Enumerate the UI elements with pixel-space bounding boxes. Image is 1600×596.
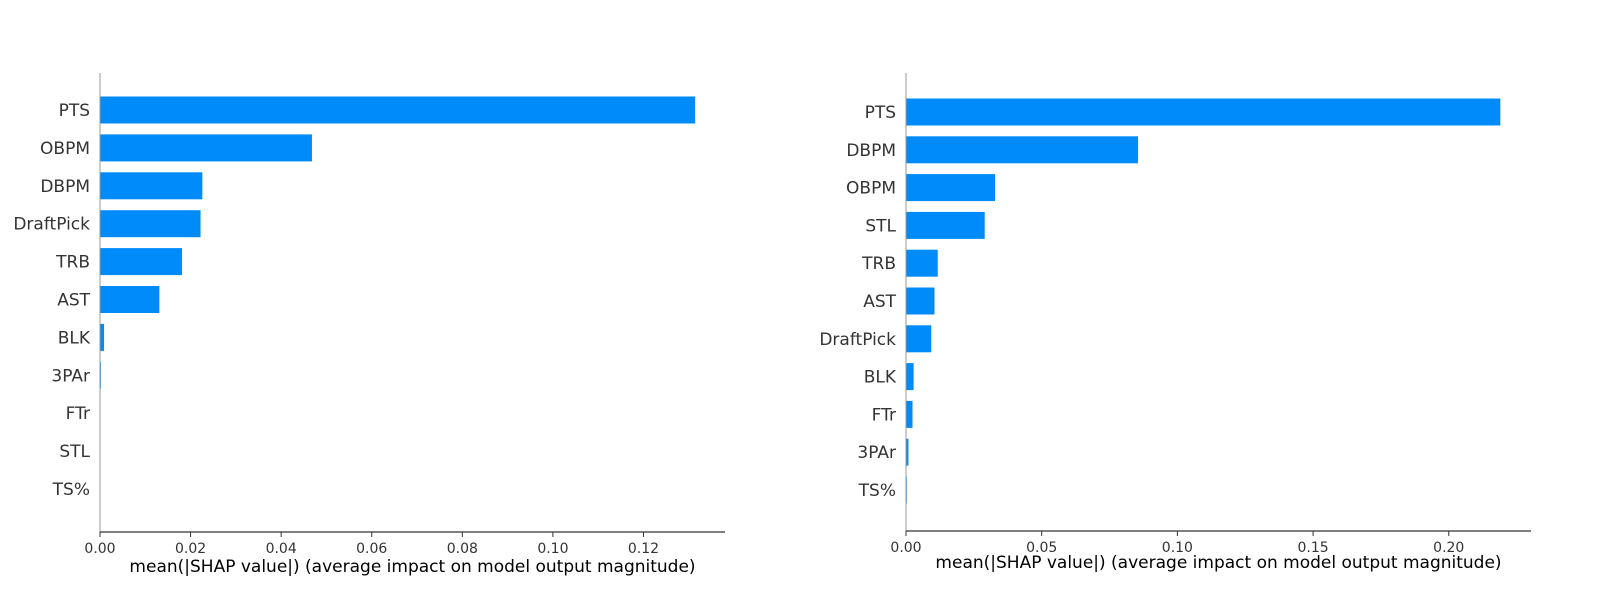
bar-obpm xyxy=(100,134,312,162)
feature-label: AST xyxy=(57,291,90,311)
bar-3par xyxy=(906,438,909,466)
feature-label: BLK xyxy=(58,328,91,348)
x-tick-label: 0.10 xyxy=(537,541,568,557)
feature-label: PTS xyxy=(59,101,90,121)
feature-label: DraftPick xyxy=(13,215,90,235)
feature-label: BLK xyxy=(864,368,897,388)
x-tick-label: 0.05 xyxy=(1026,540,1057,556)
x-tick-label: 0.06 xyxy=(356,541,387,557)
bar-ast xyxy=(906,287,935,315)
feature-label: TRB xyxy=(861,254,896,274)
feature-label: 3PAr xyxy=(51,366,90,386)
feature-label: TRB xyxy=(55,253,90,273)
feature-label: OBPM xyxy=(40,139,90,159)
x-tick-label: 0.04 xyxy=(266,541,297,557)
x-tick-label: 0.08 xyxy=(447,541,478,557)
feature-label: FTr xyxy=(872,405,896,425)
bar-blk xyxy=(100,323,105,351)
feature-label: DraftPick xyxy=(819,330,896,350)
x-tick-label: 0.15 xyxy=(1297,540,1328,556)
bar-draftpick xyxy=(100,210,201,238)
x-tick-label: 0.00 xyxy=(890,540,921,556)
bar-trb xyxy=(906,249,938,277)
bar-trb xyxy=(100,248,182,276)
left-chart-panel: PTS OBPM DBPM DraftPick TRB AST BLK 3PAr FTr STL T… xyxy=(13,73,725,577)
bar-dbpm xyxy=(906,136,1139,164)
feature-label: PTS xyxy=(865,103,896,123)
feature-label: OBPM xyxy=(846,179,896,199)
right-chart-panel: PTS DBPM OBPM STL TRB AST DraftPick BLK FTr 3PAr T… xyxy=(819,73,1531,573)
feature-label: STL xyxy=(59,442,90,462)
bar-blk xyxy=(906,363,914,391)
x-tick-label: 0.20 xyxy=(1433,540,1464,556)
feature-label: FTr xyxy=(66,404,90,424)
feature-label: TS% xyxy=(858,481,896,501)
x-axis-label: mean(|SHAP value|) (average impact on mo… xyxy=(935,553,1501,573)
x-tick-label: 0.10 xyxy=(1162,540,1193,556)
bar-dbpm xyxy=(100,172,203,200)
feature-label: 3PAr xyxy=(857,443,896,463)
feature-label: STL xyxy=(865,216,896,236)
bar-ftr xyxy=(906,400,913,428)
x-tick-label: 0.02 xyxy=(175,541,206,557)
x-axis-label: mean(|SHAP value|) (average impact on mo… xyxy=(129,557,695,577)
bar-stl xyxy=(906,211,985,239)
x-tick-label: 0.00 xyxy=(84,541,115,557)
bar-ast xyxy=(100,286,160,313)
feature-label: TS% xyxy=(52,480,90,500)
bar-pts xyxy=(906,98,1501,126)
bar-pts xyxy=(100,96,696,124)
feature-label: DBPM xyxy=(846,141,896,161)
x-tick-label: 0.12 xyxy=(628,541,659,557)
bar-draftpick xyxy=(906,325,932,353)
feature-label: AST xyxy=(863,292,896,312)
bar-obpm xyxy=(906,174,996,202)
feature-label: DBPM xyxy=(40,177,90,197)
